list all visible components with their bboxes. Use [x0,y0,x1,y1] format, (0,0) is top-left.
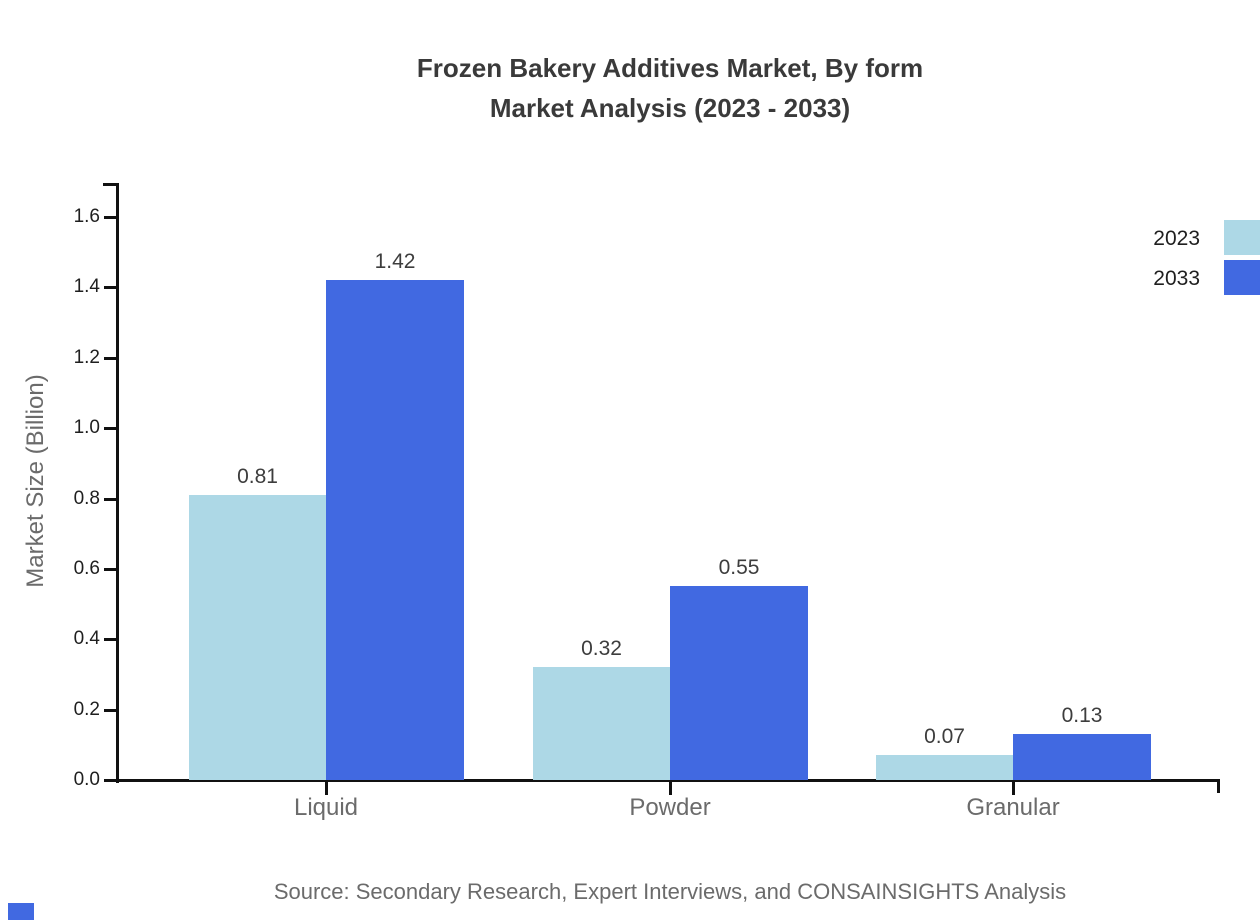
y-tick-label: 1.4 [73,276,100,298]
value-label-2033-powder: 0.55 [718,556,760,580]
legend-label-2033: 2033 [1153,267,1200,290]
legend-swatch-2033 [1224,260,1260,295]
legend-label-2023: 2023 [1153,227,1200,250]
value-label-2023-granular: 0.07 [924,725,965,749]
y-tick-label: 0.2 [73,698,100,720]
bar-2033-liquid [326,280,464,780]
y-tick-mark [104,708,116,712]
y-tick-mark [104,216,116,219]
y-tick-mark [104,779,116,782]
bar-2023-powder [533,667,670,780]
chart-title-line2: Market Analysis (2023 - 2033) [489,93,851,123]
y-tick-mark [104,497,116,501]
y-tick-label: 1.0 [73,417,100,439]
y-axis-end-cap [103,183,116,186]
chart-title: Frozen Bakery Additives Market, By form … [118,48,1222,128]
y-tick-label: 1.6 [73,206,100,227]
value-label-2023-powder: 0.32 [581,637,622,661]
x-tick-label-granular: Granular [966,794,1060,821]
bar-2023-liquid [189,494,326,780]
value-label-2033-granular: 0.13 [1061,704,1103,728]
y-tick-mark [104,567,116,571]
y-tick-mark [104,356,116,360]
y-tick-label: 1.2 [73,346,100,368]
y-tick-label: 0.4 [73,628,100,650]
legend-swatch-2023 [1224,220,1260,255]
x-tick-label-liquid: Liquid [293,794,359,821]
bar-2033-powder [670,586,808,780]
y-tick-mark [104,427,116,431]
x-tick-label-powder: Powder [629,794,711,821]
x-axis-end-cap [1217,779,1220,793]
y-tick-label: 0.6 [73,557,100,579]
x-tick-mark [1012,782,1015,795]
chart-title-line1: Frozen Bakery Additives Market, By form [416,53,924,83]
y-axis-label: Market Size (Billion) [22,374,49,588]
y-tick-label: 0.0 [73,769,100,790]
y-tick-mark [104,638,116,642]
source-note: Source: Secondary Research, Expert Inter… [273,879,1067,904]
corner-mark [8,903,34,920]
x-tick-mark [325,782,328,795]
x-axis-line [116,779,1220,782]
y-axis-line [116,183,119,783]
value-label-2033-liquid: 1.42 [374,250,416,274]
y-tick-mark [104,286,116,290]
x-tick-mark [669,782,672,795]
value-label-2023-liquid: 0.81 [237,464,278,488]
bar-2033-granular [1013,734,1151,780]
y-tick-label: 0.8 [73,487,100,509]
bar-2023-granular [876,755,1013,780]
